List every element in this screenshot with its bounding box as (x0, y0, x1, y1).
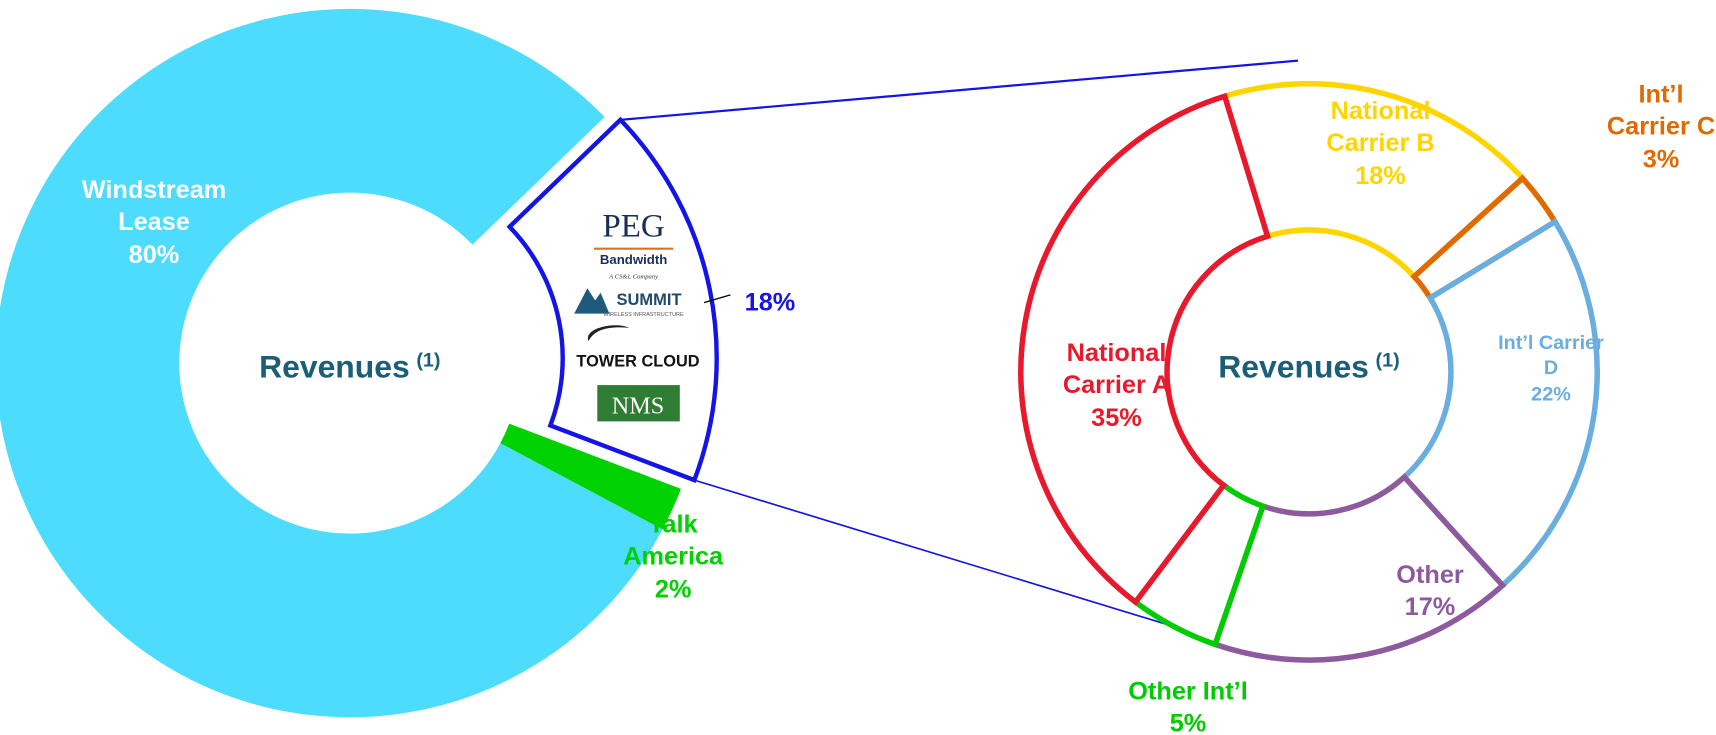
label-box: Other 17% (1364, 547, 1496, 635)
slice-value: 18% (1355, 160, 1406, 189)
logo-text: WIRELESS INFRASTRUCTURE (603, 312, 684, 318)
slice-name: Windstream Lease (81, 174, 227, 236)
logo-box (597, 385, 680, 422)
slice-label: Int’l Carrier C3% (1595, 72, 1716, 182)
connector (620, 59, 1299, 121)
logos: PEG Bandwidth A CS&L Company SUMMIT WIRELESS… (574, 209, 700, 422)
slice-value: 80% (128, 239, 180, 269)
slice-label: Int’l Carrier D22% (1491, 314, 1612, 424)
label-box: Int’l Carrier C 3% (1595, 72, 1716, 182)
slice-label: National Carrier B 18% (1304, 88, 1458, 198)
slice (1018, 92, 1271, 606)
label-box: National Carrier B 18% (1304, 88, 1458, 198)
label-box: Other Int’l 5% (1067, 674, 1309, 735)
slice-name: Other (1396, 559, 1464, 589)
logo-icon (587, 325, 630, 342)
connector (694, 479, 1194, 634)
slice-name: National Carrier B (1326, 95, 1435, 157)
slice (1400, 217, 1600, 590)
logo-text: TOWER CLOUD (576, 352, 699, 370)
logo-text: SUMMIT (616, 291, 681, 309)
logo-text: PEG (602, 209, 664, 245)
slice-value: 18% (744, 287, 796, 317)
label-box: National Carrier A 35% (1040, 325, 1194, 446)
slice-name: Int’l Carrier C (1606, 79, 1716, 141)
label-box: Windstream Lease 80% (55, 167, 253, 277)
logo-text: Bandwidth (600, 252, 667, 267)
slice-value: 22% (1531, 382, 1571, 405)
slice-value: 3% (1642, 143, 1680, 173)
logo-text: NMS (612, 393, 664, 420)
center-label: Revenues (1) (259, 348, 440, 384)
slice-value: 35% (1091, 402, 1142, 431)
center-label: Revenues (1) (1218, 348, 1399, 384)
slice-value: 17% (1404, 591, 1456, 621)
slice-name: Int’l Carrier D (1498, 331, 1604, 380)
center-note: (1) (1376, 349, 1400, 371)
label-box: Talk America 2% (607, 502, 739, 612)
slice (1211, 473, 1507, 663)
slice-value: 2% (654, 573, 692, 603)
label-box: Int’l Carrier D 22% (1491, 314, 1612, 424)
slice-label: 18% (732, 281, 809, 325)
logo-text: A CS&L Company (608, 273, 658, 280)
slice-label: National Carrier A 35% (1040, 325, 1194, 446)
slice-name: National Carrier A (1062, 337, 1171, 399)
slice-name: Other Int’l (1128, 676, 1248, 705)
slice (1221, 80, 1527, 281)
logo-icon (574, 288, 610, 314)
slice-value: 5% (1169, 708, 1207, 735)
center-label-text: Revenues (259, 348, 410, 384)
label-box: 18% (732, 281, 809, 325)
center-note: (1) (416, 349, 440, 371)
center-label-text: Revenues (1218, 348, 1369, 384)
leader-line (703, 294, 731, 304)
slice (500, 423, 681, 530)
slice (0, 8, 663, 718)
slice-label: Other Int’l 5% (1067, 674, 1309, 735)
slice-name: Talk America (623, 509, 724, 571)
